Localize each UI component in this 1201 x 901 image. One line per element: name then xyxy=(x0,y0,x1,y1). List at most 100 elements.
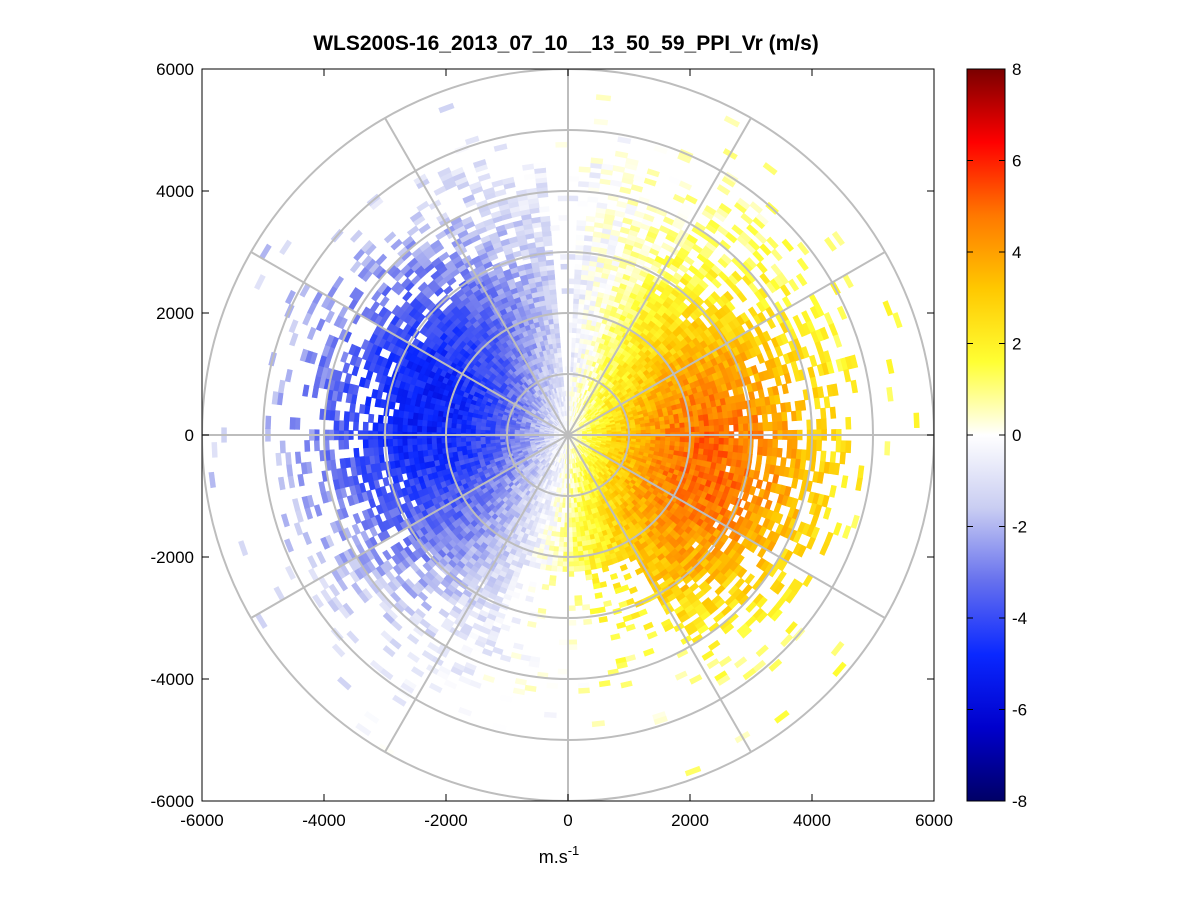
velocity-cell xyxy=(578,560,585,567)
velocity-cell xyxy=(699,437,705,444)
velocity-cell xyxy=(431,442,438,450)
velocity-cell xyxy=(570,512,576,519)
velocity-cell xyxy=(669,418,676,425)
velocity-cell xyxy=(698,420,705,428)
velocity-cell xyxy=(406,417,414,426)
velocity-cell xyxy=(554,332,561,339)
velocity-cell xyxy=(416,437,423,445)
velocity-cell xyxy=(450,441,457,448)
velocity-cell xyxy=(571,527,577,533)
velocity-cell xyxy=(411,418,418,426)
velocity-cell xyxy=(669,423,676,429)
velocity-cell xyxy=(484,436,491,441)
velocity-cell xyxy=(703,443,710,451)
velocity-cell xyxy=(664,419,671,426)
velocity-cell xyxy=(571,332,577,339)
velocity-cell xyxy=(460,427,467,434)
velocity-cell xyxy=(718,424,725,433)
velocity-cell xyxy=(574,273,582,280)
velocity-cell xyxy=(718,444,725,452)
velocity-cell xyxy=(713,425,720,433)
velocity-cell xyxy=(484,439,491,445)
velocity-cell xyxy=(572,303,580,309)
velocity-cell xyxy=(665,428,671,434)
velocity-cell xyxy=(660,436,666,442)
velocity-cell xyxy=(465,436,471,442)
velocity-cell xyxy=(431,426,437,433)
velocity-cell xyxy=(421,443,428,451)
velocity-cell xyxy=(732,416,739,425)
velocity-cell xyxy=(722,417,730,426)
velocity-cell xyxy=(727,417,734,426)
velocity-cell xyxy=(421,419,428,427)
velocity-cell xyxy=(455,436,462,443)
velocity-cell xyxy=(474,436,481,442)
velocity-cell xyxy=(401,424,408,432)
velocity-cell xyxy=(558,361,563,368)
velocity-cell xyxy=(640,429,647,434)
velocity-cell xyxy=(416,425,423,433)
velocity-cell xyxy=(475,440,481,446)
velocity-cell xyxy=(718,437,725,446)
velocity-cell xyxy=(570,507,575,514)
velocity-cell xyxy=(426,419,433,427)
velocity-cell xyxy=(552,317,559,324)
velocity-cell xyxy=(397,445,404,454)
velocity-cell xyxy=(571,522,577,528)
velocity-cell xyxy=(456,445,463,452)
velocity-cell xyxy=(674,422,681,429)
velocity-cell xyxy=(708,419,715,427)
velocity-cell xyxy=(489,436,496,441)
velocity-cell xyxy=(678,417,685,424)
velocity-cell xyxy=(699,426,705,433)
velocity-cell xyxy=(474,428,481,434)
velocity-cell xyxy=(718,418,725,426)
velocity-cell xyxy=(679,437,686,443)
velocity-cell xyxy=(693,442,700,450)
velocity-cell xyxy=(728,438,735,446)
velocity-cell xyxy=(576,541,583,548)
velocity-cell xyxy=(557,546,564,553)
velocity-cell xyxy=(494,436,501,440)
velocity-cell xyxy=(645,425,652,431)
velocity-cell xyxy=(694,437,701,444)
velocity-cell xyxy=(556,347,562,354)
velocity-cell xyxy=(426,437,432,445)
velocity-cell xyxy=(460,445,467,452)
velocity-cell xyxy=(572,541,578,548)
velocity-cell xyxy=(572,317,579,324)
velocity-cell xyxy=(548,283,557,291)
velocity-cell xyxy=(435,437,442,444)
velocity-cell xyxy=(579,293,587,300)
velocity-cell xyxy=(421,437,428,445)
velocity-cell xyxy=(713,418,720,427)
velocity-cell xyxy=(674,441,681,448)
velocity-cell xyxy=(645,429,652,434)
velocity-cell xyxy=(574,599,583,607)
velocity-cell xyxy=(655,436,662,442)
velocity-cell xyxy=(556,565,563,572)
velocity-cell xyxy=(576,536,582,543)
velocity-cell xyxy=(570,502,575,509)
velocity-cell xyxy=(674,427,681,434)
velocity-cell xyxy=(550,298,558,305)
velocity-cell xyxy=(554,327,560,334)
velocity-cell xyxy=(416,418,423,427)
velocity-cell xyxy=(679,427,686,433)
velocity-cell xyxy=(572,561,580,567)
velocity-cell xyxy=(426,443,433,451)
velocity-cell xyxy=(553,322,560,329)
velocity-cell xyxy=(499,435,506,440)
velocity-cell xyxy=(465,440,472,447)
velocity-cell xyxy=(561,386,565,392)
velocity-cell xyxy=(562,395,566,402)
velocity-cell xyxy=(574,263,583,271)
velocity-cell xyxy=(479,439,486,445)
velocity-cell xyxy=(465,444,472,451)
velocity-cell xyxy=(708,437,715,445)
velocity-cell xyxy=(556,561,564,567)
velocity-cell xyxy=(650,429,657,434)
velocity-cell xyxy=(571,337,577,343)
velocity-cell xyxy=(431,437,437,444)
velocity-cell xyxy=(575,526,581,533)
